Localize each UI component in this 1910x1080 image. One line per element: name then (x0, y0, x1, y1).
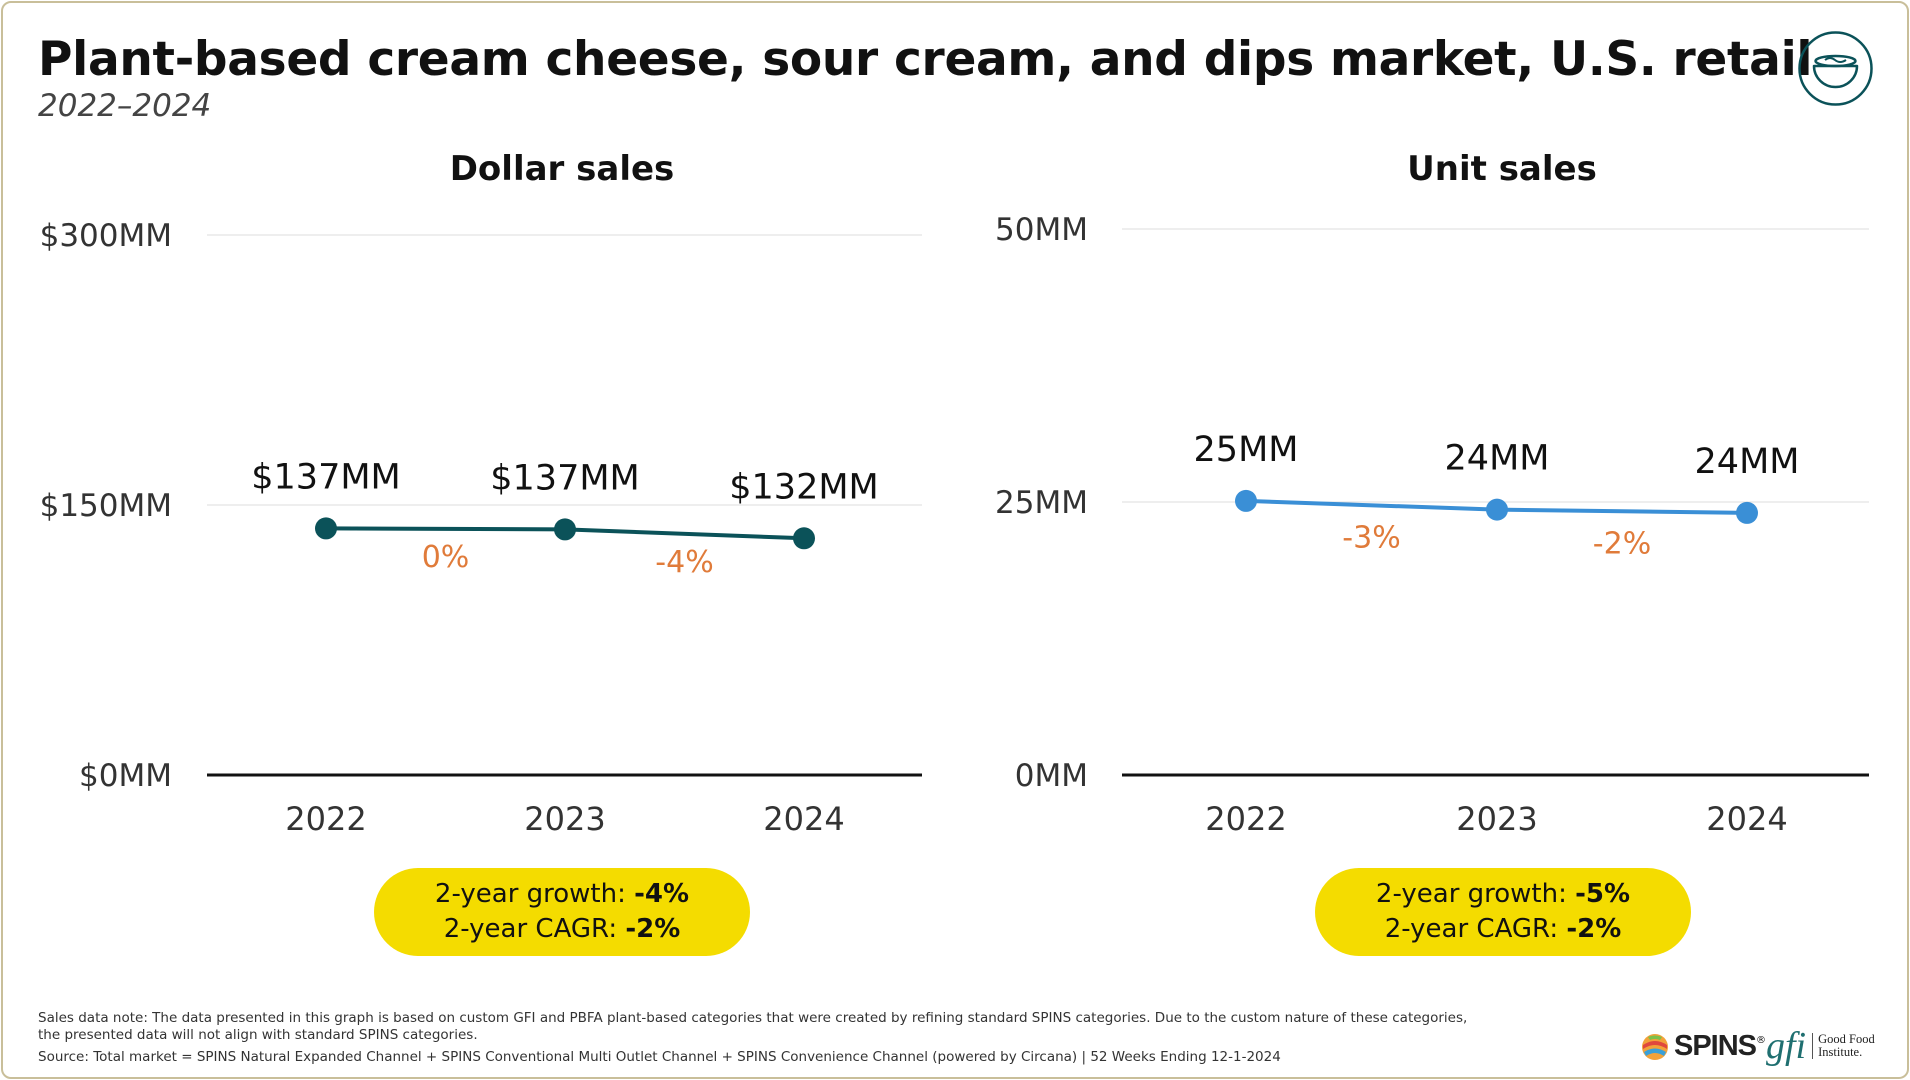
dollar-growth-label: -4% (655, 545, 713, 580)
dollar-value-label: $132MM (729, 467, 878, 507)
unit-growth-label: 2-year growth: (1375, 879, 1567, 909)
dollar-cagr-label: 2-year CAGR: (443, 914, 618, 944)
dollar-value-label: $137MM (490, 458, 639, 498)
gfi-mark: gfi (1766, 1025, 1807, 1067)
unit-y-tick-label: 0MM (1015, 758, 1088, 794)
unit-y-tick-label: 25MM (995, 485, 1088, 521)
unit-chart-title: Unit sales (1407, 149, 1597, 189)
dollar-summary-badge: 2-year growth: -4% 2-year CAGR: -2% (374, 868, 750, 956)
unit-sales-chart: Unit sales 0MM 25MM 50MM 2022 2023 2024 25MM 24M… (995, 149, 1869, 838)
page-title: Plant-based cream cheese, sour cream, an… (38, 32, 1813, 87)
sales-data-note: Sales data note: The data presented in t… (38, 1010, 1467, 1044)
unit-cagr-line: 2-year CAGR: -2% (1385, 912, 1622, 947)
unit-x-tick-label: 2024 (1706, 800, 1787, 838)
unit-x-tick-label: 2023 (1456, 800, 1537, 838)
bowl-icon (1798, 31, 1873, 106)
unit-value-label: 25MM (1194, 430, 1299, 470)
unit-cagr-value: -2% (1566, 914, 1622, 944)
dollar-y-tick-label: $150MM (40, 488, 172, 524)
dollar-x-tick-label: 2023 (524, 800, 605, 838)
unit-growth-label: -2% (1593, 526, 1651, 561)
spins-registered-mark: ® (1756, 1035, 1767, 1046)
gfi-logo: gfi Good Food Institute. (1766, 1024, 1875, 1068)
unit-growth-label: -3% (1342, 520, 1400, 555)
dollar-growth-line: 2-year growth: -4% (435, 877, 689, 912)
dollar-sales-chart: Dollar sales $0MM $150MM $300MM 2022 2023 2024… (40, 149, 922, 838)
dollar-growth-value: -4% (634, 879, 690, 909)
unit-y-tick-label: 50MM (995, 212, 1088, 248)
unit-data-point (1736, 501, 1758, 524)
dollar-y-tick-label: $0MM (79, 758, 172, 794)
gfi-line-1: Good Food (1818, 1032, 1875, 1046)
dollar-growth-label: 2-year growth: (434, 879, 626, 909)
unit-value-label: 24MM (1445, 439, 1550, 479)
unit-value-label: 24MM (1695, 442, 1800, 482)
unit-growth-value: -5% (1575, 879, 1631, 909)
dollar-y-tick-label: $300MM (40, 218, 172, 254)
unit-growth-line: 2-year growth: -5% (1376, 877, 1630, 912)
dollar-data-point (554, 518, 576, 541)
dollar-x-tick-label: 2024 (763, 800, 844, 838)
dollar-cagr-line: 2-year CAGR: -2% (444, 912, 681, 947)
dollar-growth-label: 0% (422, 540, 470, 575)
spins-logo: SPINS ® (1640, 1030, 1766, 1063)
sales-note-line-2: the presented data will not align with s… (38, 1027, 478, 1043)
gfi-line-2: Institute. (1818, 1045, 1863, 1059)
dollar-data-point (793, 527, 815, 550)
sales-note-line-1: Sales data note: The data presented in t… (38, 1010, 1468, 1026)
unit-x-tick-label: 2022 (1205, 800, 1286, 838)
dollar-x-tick-label: 2022 (285, 800, 366, 838)
dollar-value-label: $137MM (251, 457, 400, 497)
unit-summary-badge: 2-year growth: -5% 2-year CAGR: -2% (1315, 868, 1691, 956)
gfi-wordmark: Good Food Institute. (1812, 1033, 1875, 1059)
unit-cagr-label: 2-year CAGR: (1384, 914, 1559, 944)
spins-wordmark: SPINS (1674, 1030, 1757, 1062)
dollar-chart-title: Dollar sales (450, 149, 675, 189)
unit-data-point (1235, 489, 1257, 512)
source-note: Source: Total market = SPINS Natural Exp… (38, 1049, 1281, 1065)
page-subtitle: 2022–2024 (38, 88, 212, 124)
unit-data-point (1486, 498, 1508, 521)
dollar-cagr-value: -2% (625, 914, 681, 944)
dollar-data-point (315, 517, 337, 540)
spins-globe-icon (1642, 1033, 1668, 1060)
